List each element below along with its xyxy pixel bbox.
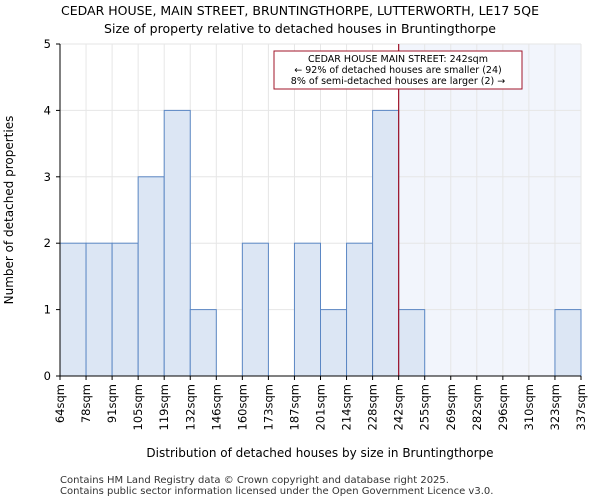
bar bbox=[554, 309, 582, 377]
bar bbox=[346, 242, 374, 377]
x-tick-label: 146sqm bbox=[209, 384, 223, 430]
bar bbox=[398, 309, 426, 377]
x-tick-label: 282sqm bbox=[470, 384, 484, 430]
x-tick-label: 173sqm bbox=[261, 384, 275, 430]
x-tick-label: 119sqm bbox=[157, 384, 171, 430]
bar bbox=[111, 242, 139, 377]
y-tick-label: 1 bbox=[44, 303, 51, 317]
x-tick-label: 323sqm bbox=[548, 384, 562, 430]
x-tick-label: 91sqm bbox=[105, 384, 119, 423]
bar bbox=[189, 309, 217, 377]
y-tick-label: 3 bbox=[44, 170, 51, 184]
x-tick-label: 201sqm bbox=[314, 384, 328, 430]
bar bbox=[241, 242, 269, 377]
x-tick-label: 255sqm bbox=[418, 384, 432, 430]
x-tick-label: 337sqm bbox=[574, 384, 588, 430]
bar bbox=[320, 309, 348, 377]
bar bbox=[85, 242, 113, 377]
bar bbox=[372, 109, 400, 377]
x-tick-label: 78sqm bbox=[79, 384, 93, 423]
x-tick-label: 269sqm bbox=[444, 384, 458, 430]
y-tick-label: 2 bbox=[44, 236, 51, 250]
x-tick-label: 160sqm bbox=[235, 384, 249, 430]
chart-subtitle: Size of property relative to detached ho… bbox=[104, 21, 496, 36]
x-tick-label: 242sqm bbox=[392, 384, 406, 430]
x-tick-label: 132sqm bbox=[183, 384, 197, 430]
x-tick-label: 105sqm bbox=[131, 384, 145, 430]
footer-line-2: Contains public sector information licen… bbox=[60, 486, 493, 497]
bar bbox=[293, 242, 322, 377]
x-axis-label: Distribution of detached houses by size … bbox=[146, 446, 493, 460]
x-tick-label: 187sqm bbox=[287, 384, 301, 430]
bar bbox=[137, 176, 165, 377]
x-tick-label: 310sqm bbox=[522, 384, 536, 430]
annotation-line-2: ← 92% of detached houses are smaller (24… bbox=[294, 65, 501, 76]
chart-title: CEDAR HOUSE, MAIN STREET, BRUNTINGTHORPE… bbox=[61, 3, 539, 18]
y-axis-label: Number of detached properties bbox=[2, 116, 16, 305]
x-tick-label: 64sqm bbox=[53, 384, 67, 423]
annotation-box: CEDAR HOUSE MAIN STREET: 242sqm ← 92% of… bbox=[273, 50, 523, 90]
y-tick-label: 4 bbox=[44, 103, 51, 117]
annotation-line-1: CEDAR HOUSE MAIN STREET: 242sqm bbox=[308, 54, 488, 65]
x-tick-label: 296sqm bbox=[496, 384, 510, 430]
x-tick-label: 214sqm bbox=[340, 384, 354, 430]
y-tick-label: 0 bbox=[44, 369, 51, 383]
annotation-line-3: 8% of semi-detached houses are larger (2… bbox=[291, 76, 505, 87]
x-tick-label: 228sqm bbox=[366, 384, 380, 430]
footer-line-1: Contains HM Land Registry data © Crown c… bbox=[60, 475, 449, 486]
bar bbox=[163, 109, 191, 377]
bar bbox=[59, 242, 87, 377]
y-tick-label: 5 bbox=[44, 37, 51, 51]
highlight-region bbox=[398, 44, 581, 376]
